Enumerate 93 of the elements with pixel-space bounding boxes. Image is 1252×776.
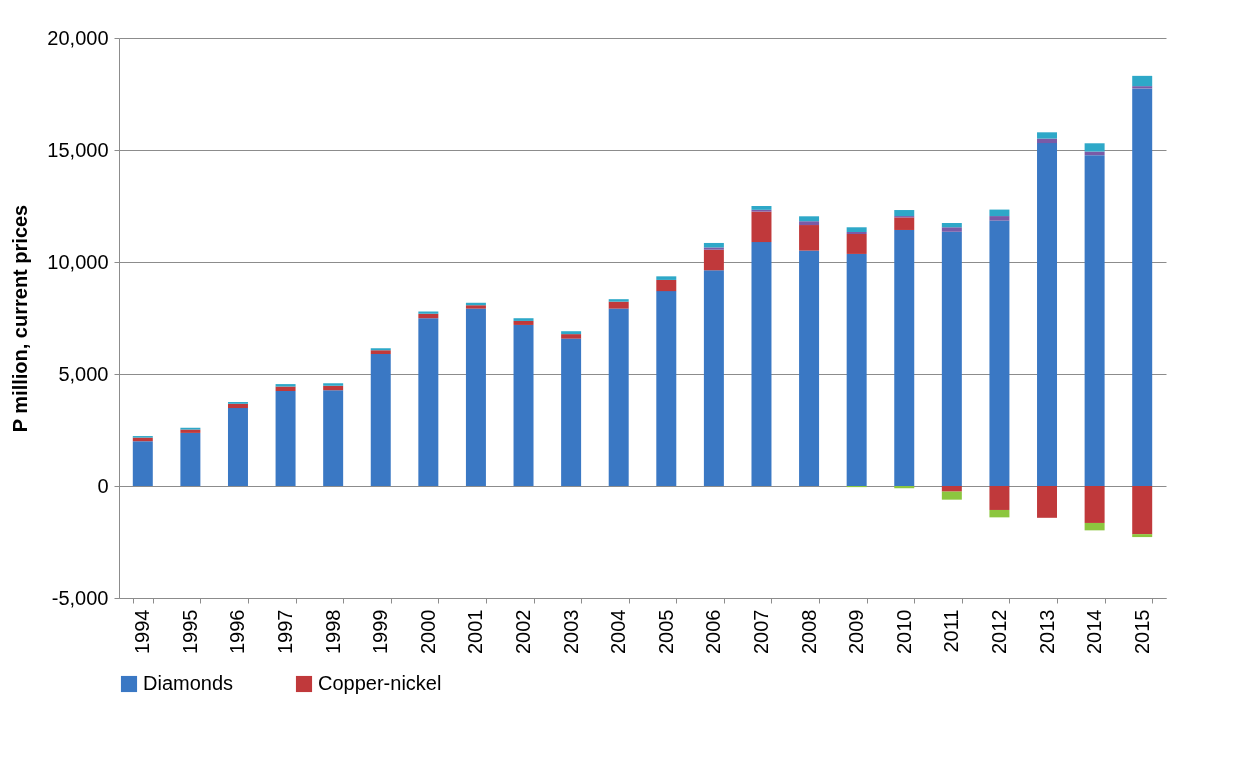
- bar: [608, 301, 629, 309]
- bar: [846, 234, 867, 254]
- bar: [989, 509, 1010, 518]
- x-tick-label: 1994: [131, 609, 154, 654]
- bar: [703, 247, 724, 250]
- y-tick-label: -5,000: [51, 586, 109, 609]
- bar: [561, 331, 582, 335]
- bar: [799, 221, 820, 226]
- y-tick-label: 5,000: [58, 362, 109, 385]
- bar: [656, 291, 677, 486]
- bar: [656, 276, 677, 280]
- bar: [1084, 486, 1105, 523]
- bar: [1037, 486, 1058, 518]
- x-tick-label: 1998: [321, 609, 344, 654]
- bar: [323, 383, 344, 386]
- bar: [894, 210, 915, 217]
- x-tick-label: 2008: [797, 609, 820, 654]
- bar: [1132, 486, 1153, 535]
- x-tick-label: 2009: [845, 609, 868, 654]
- bar: [799, 225, 820, 251]
- bar: [703, 249, 724, 271]
- y-axis-title: P million, current prices: [9, 204, 32, 433]
- x-tick-label: 2006: [702, 609, 725, 654]
- bar: [513, 320, 534, 325]
- x-tick-label: 2005: [654, 609, 677, 654]
- x-tick-label: 1999: [369, 609, 392, 654]
- bar: [799, 250, 820, 486]
- bar: [227, 403, 248, 409]
- bar: [941, 231, 962, 486]
- bar: [608, 308, 629, 486]
- bar: [846, 231, 867, 234]
- bar: [1132, 534, 1153, 538]
- x-tick-label: 2002: [512, 609, 535, 654]
- bar: [370, 350, 391, 355]
- bar: [989, 220, 1010, 486]
- legend-label: Copper-nickel: [318, 672, 442, 694]
- bar: [799, 216, 820, 222]
- bar: [1132, 75, 1153, 87]
- bar: [608, 299, 629, 302]
- bar: [561, 338, 582, 486]
- x-tick-label: 2012: [987, 609, 1010, 654]
- x-tick-label: 2013: [1035, 609, 1058, 654]
- x-tick-label: 2007: [749, 609, 772, 654]
- bar: [989, 486, 1010, 510]
- bar: [418, 318, 439, 486]
- bar: [323, 390, 344, 486]
- bar: [465, 308, 486, 486]
- bar: [1037, 132, 1058, 139]
- bar: [846, 253, 867, 486]
- bar: [1132, 88, 1153, 486]
- bar: [370, 354, 391, 486]
- x-tick-label: 2015: [1130, 609, 1153, 654]
- x-tick-label: 2014: [1083, 609, 1106, 654]
- bar: [275, 384, 296, 387]
- bar: [989, 209, 1010, 217]
- bar: [370, 348, 391, 351]
- x-tick-label: 2010: [892, 609, 915, 654]
- x-tick-label: 2001: [464, 609, 487, 654]
- x-tick-label: 2011: [940, 609, 963, 653]
- bar: [275, 391, 296, 486]
- bar: [989, 216, 1010, 221]
- legend-label: Diamonds: [143, 672, 234, 694]
- x-tick-label: 1995: [178, 609, 201, 654]
- bar: [180, 432, 201, 486]
- bar: [751, 211, 772, 243]
- x-tick-label: 2003: [559, 609, 582, 654]
- bar: [941, 227, 962, 232]
- bar: [846, 227, 867, 232]
- bar: [894, 217, 915, 230]
- bar: [513, 324, 534, 486]
- x-tick-label: 2000: [416, 609, 439, 654]
- x-tick-label: 1996: [226, 609, 249, 654]
- y-tick-label: 10,000: [47, 250, 109, 273]
- bar: [941, 223, 962, 228]
- y-tick-label: 15,000: [47, 138, 109, 161]
- x-tick-label: 1997: [274, 609, 297, 654]
- bar: [894, 229, 915, 486]
- bar: [656, 279, 677, 292]
- bar: [227, 408, 248, 486]
- bar: [941, 491, 962, 500]
- bar: [703, 270, 724, 486]
- x-tick-label: 2004: [607, 609, 630, 654]
- bar: [513, 318, 534, 321]
- y-tick-label: 20,000: [47, 26, 109, 49]
- bar: [132, 441, 153, 486]
- bar: [1084, 143, 1105, 152]
- bar: [941, 486, 962, 492]
- bar: [1084, 155, 1105, 486]
- bar: [561, 334, 582, 339]
- bar: [1084, 522, 1105, 531]
- bar: [751, 242, 772, 486]
- y-tick-label: 0: [97, 474, 109, 497]
- bar: [1037, 143, 1058, 486]
